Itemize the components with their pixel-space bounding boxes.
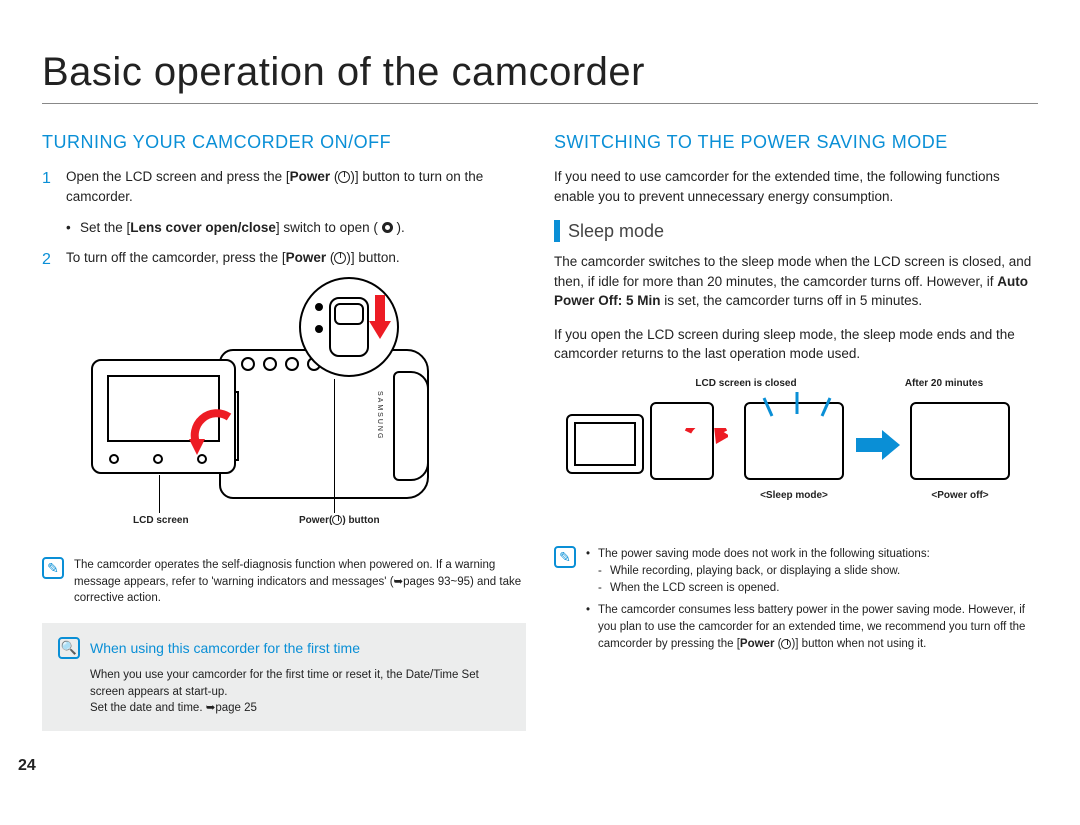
- step-number: 1: [42, 167, 54, 206]
- note-item: The power saving mode does not work in t…: [586, 546, 1038, 598]
- lcd-dot: [109, 454, 119, 464]
- t: ) button: [342, 515, 379, 526]
- sleep-mode-heading: Sleep mode: [568, 221, 664, 242]
- first-time-info-box: 🔍 When using this camcorder for the firs…: [42, 623, 526, 731]
- t: ).: [396, 220, 404, 235]
- t: )] button.: [346, 250, 399, 265]
- mini-lcd-open: [566, 414, 644, 474]
- t: ] switch to open (: [276, 220, 378, 235]
- heading-bar-icon: [554, 220, 560, 242]
- t: (: [330, 169, 338, 184]
- sleep-rays-icon: [762, 392, 832, 422]
- lcd-dot: [197, 454, 207, 464]
- t: Power: [290, 169, 331, 184]
- power-button-label: Power( ) button: [299, 515, 380, 526]
- note-subitem: While recording, playing back, or displa…: [598, 563, 1038, 580]
- power-icon: [332, 515, 342, 525]
- t: Lens cover open/close: [130, 220, 276, 235]
- sleep-mode-heading-row: Sleep mode: [554, 220, 1038, 242]
- info-box-body: When you use your camcorder for the firs…: [90, 667, 510, 717]
- cam-body-shape: SAMSUNG: [219, 349, 429, 499]
- left-column: TURNING YOUR CAMCORDER ON/OFF 1 Open the…: [42, 132, 526, 731]
- lcd-screen-label: LCD screen: [133, 515, 189, 526]
- power-saving-notes: ✎ The power saving mode does not work in…: [554, 546, 1038, 658]
- magnifier-icon: 🔍: [58, 637, 80, 659]
- note-list: The power saving mode does not work in t…: [586, 546, 1038, 658]
- t: (: [774, 638, 781, 650]
- step-1-text: Open the LCD screen and press the [Power…: [66, 167, 526, 206]
- note-text: The camcorder operates the self-diagnosi…: [74, 557, 526, 607]
- page-title: Basic operation of the camcorder: [42, 50, 1038, 95]
- lens-open-icon: [382, 222, 393, 233]
- t: When you use your camcorder for the firs…: [90, 667, 510, 700]
- note-icon: ✎: [554, 546, 576, 568]
- page-number: 24: [18, 757, 36, 775]
- t: Power(: [299, 515, 332, 526]
- title-rule: [42, 103, 1038, 104]
- right-column: SWITCHING TO THE POWER SAVING MODE If yo…: [554, 132, 1038, 731]
- brand-text: SAMSUNG: [376, 391, 383, 440]
- note-item: The camcorder consumes less battery powe…: [586, 602, 1038, 654]
- cam-lens-shape: [393, 371, 429, 481]
- open-lcd-arrow-icon: [189, 409, 235, 455]
- t: Open the LCD screen and press the [: [66, 169, 290, 184]
- power-icon: [334, 252, 346, 264]
- lcd-dot: [153, 454, 163, 464]
- step-2: 2 To turn off the camcorder, press the […: [42, 248, 526, 271]
- slider-knob: [334, 303, 364, 325]
- t: The camcorder switches to the sleep mode…: [554, 254, 1031, 289]
- camcorder-illustration: SAMSUNG: [99, 289, 469, 539]
- leader-line: [334, 379, 335, 513]
- cam-top-buttons: [241, 357, 321, 371]
- diagram-label-after-20: After 20 minutes: [884, 378, 1004, 389]
- close-lcd-arrow-icon: [684, 428, 728, 462]
- slide-down-arrow-icon: [369, 295, 391, 344]
- bullet-dot: •: [66, 218, 72, 238]
- step-1: 1 Open the LCD screen and press the [Pow…: [42, 167, 526, 206]
- diagram-label-lcd-closed: LCD screen is closed: [676, 378, 816, 389]
- sleep-mode-para-1: The camcorder switches to the sleep mode…: [554, 252, 1038, 311]
- t: is set, the camcorder turns off in 5 min…: [661, 293, 923, 308]
- t: Set the date and time. ➥page 25: [90, 700, 510, 717]
- power-icon: [781, 639, 791, 649]
- mini-cam-off: [910, 402, 1010, 480]
- leader-line: [159, 475, 160, 513]
- led-icon: [315, 303, 323, 311]
- diagram-label-sleep: <Sleep mode>: [744, 490, 844, 501]
- led-icon: [315, 325, 323, 333]
- step-1-bullet: • Set the [Lens cover open/close] switch…: [66, 218, 526, 238]
- t: )] button when not using it.: [791, 638, 926, 650]
- t: Power: [286, 250, 327, 265]
- self-diagnosis-note: ✎ The camcorder operates the self-diagno…: [42, 557, 526, 607]
- step-2-text: To turn off the camcorder, press the [Po…: [66, 248, 400, 271]
- t: The power saving mode does not work in t…: [598, 548, 930, 560]
- bullet-text: Set the [Lens cover open/close] switch t…: [80, 218, 405, 238]
- sleep-mode-diagram: LCD screen is closed After 20 minutes <S…: [566, 378, 1026, 528]
- t: Set the [: [80, 220, 130, 235]
- power-icon: [338, 171, 350, 183]
- intro-text: If you need to use camcorder for the ext…: [554, 167, 1038, 206]
- note-icon: ✎: [42, 557, 64, 579]
- heading-turning-on-off: TURNING YOUR CAMCORDER ON/OFF: [42, 132, 526, 153]
- t: (: [326, 250, 334, 265]
- t: Power: [740, 638, 775, 650]
- sleep-mode-para-2: If you open the LCD screen during sleep …: [554, 325, 1038, 364]
- heading-power-saving: SWITCHING TO THE POWER SAVING MODE: [554, 132, 1038, 153]
- t: To turn off the camcorder, press the [: [66, 250, 286, 265]
- arrow-right-icon: [856, 430, 900, 460]
- info-box-title: When using this camcorder for the first …: [90, 640, 360, 656]
- note-subitem: When the LCD screen is opened.: [598, 580, 1038, 597]
- diagram-label-poweroff: <Power off>: [910, 490, 1010, 501]
- step-number: 2: [42, 248, 54, 271]
- power-switch-callout: [299, 277, 399, 377]
